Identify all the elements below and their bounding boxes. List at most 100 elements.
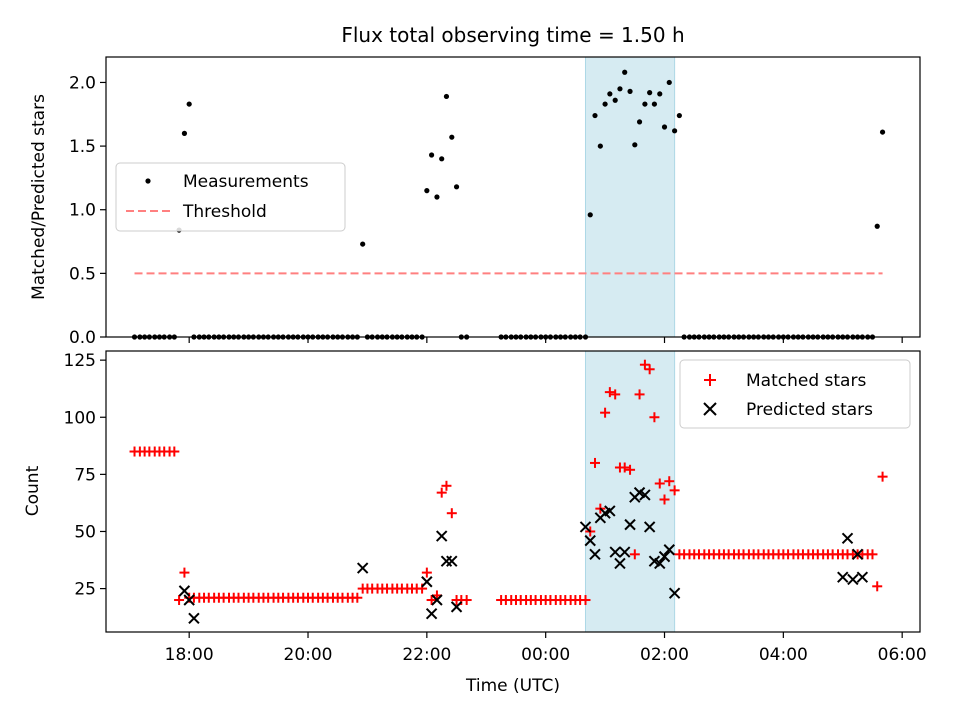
measurement-point: [820, 334, 826, 340]
measurement-point: [369, 334, 375, 340]
measurement-point: [706, 334, 712, 340]
predicted-star-point: [604, 505, 616, 517]
bottom-x-tick-label: 20:00: [284, 645, 333, 665]
measurement-point: [547, 334, 554, 340]
bottom-legend: Matched stars Predicted stars: [679, 359, 911, 429]
measurement-point: [508, 334, 514, 340]
measurement-point: [360, 241, 366, 247]
predicted-star-point: [624, 518, 636, 531]
matched-star-point: [867, 549, 878, 560]
measurement-point: [761, 334, 767, 340]
top-y-tick-label: 0.0: [69, 328, 96, 348]
measurement-point: [740, 334, 747, 340]
measurement-point: [196, 334, 202, 340]
matched-star-point: [352, 592, 363, 603]
matched-star-point: [669, 485, 680, 496]
matched-star-point: [600, 407, 611, 418]
measurements-layer: [131, 69, 886, 340]
legend-predicted-marker: [703, 402, 717, 416]
predicted-star-point: [639, 489, 651, 501]
bottom-panel: 25 50 75 100 125 18:00 20:00 22:00 00:00 02:00 04…: [23, 350, 927, 696]
measurement-point: [874, 223, 880, 229]
measurement-point: [568, 334, 574, 340]
predicted-star-point: [609, 546, 621, 558]
matched-star-point: [644, 364, 655, 375]
measurement-point: [206, 334, 212, 340]
predicted-star-point: [847, 573, 859, 586]
measurement-point: [399, 334, 405, 340]
top-panel: Flux total observing time = 1.50 h 0.00.…: [29, 23, 921, 348]
measurement-point: [221, 334, 227, 340]
measurement-point: [439, 156, 445, 162]
measurement-point: [830, 334, 836, 340]
measurement-point: [275, 334, 281, 340]
matched-stars-layer: [129, 359, 888, 606]
predicted-star-point: [841, 532, 854, 545]
measurement-point: [681, 334, 687, 340]
measurement-point: [597, 143, 603, 149]
measurement-point: [518, 334, 524, 340]
measurement-point: [330, 334, 336, 340]
measurement-point: [869, 334, 876, 340]
measurement-point: [528, 334, 534, 340]
measurement-point: [374, 334, 381, 340]
measurement-point: [855, 334, 861, 340]
measurement-point: [364, 334, 371, 340]
measurement-point: [152, 334, 158, 340]
matched-star-point: [441, 480, 452, 491]
bottom-x-tick-label: 06:00: [878, 645, 927, 665]
measurement-point: [577, 334, 583, 340]
measurement-point: [216, 334, 222, 340]
measurement-point: [379, 334, 385, 340]
measurement-point: [325, 334, 331, 340]
matched-star-point: [872, 581, 883, 592]
top-y-axis: 0.0 0.5 1.0 1.5 2.0: [69, 73, 106, 348]
predicted-star-point: [356, 562, 369, 574]
matched-star-point: [446, 508, 457, 519]
top-highlight-layer: [584, 56, 676, 338]
predicted-star-point: [851, 548, 864, 561]
measurement-point: [146, 334, 152, 340]
matched-star-point: [634, 389, 645, 400]
bottom-y-tick-label: 50: [74, 522, 96, 542]
matched-star-point: [610, 389, 621, 400]
measurement-point: [835, 334, 841, 340]
measurement-point: [859, 334, 865, 340]
measurement-point: [691, 334, 697, 340]
measurement-point: [765, 334, 772, 340]
measurement-point: [701, 334, 707, 340]
predicted-star-point: [421, 576, 433, 588]
top-legend-box: [115, 162, 346, 232]
measurement-point: [429, 152, 435, 158]
measurement-point: [696, 334, 702, 340]
measurement-point: [543, 334, 549, 340]
measurement-point: [171, 334, 177, 340]
measurement-point: [532, 334, 539, 340]
legend-measurements-marker: [145, 178, 151, 184]
measurement-point: [721, 334, 727, 340]
bottom-x-axis: 18:00 20:00 22:00 00:00 02:00 04:00 06:00: [165, 632, 927, 665]
measurement-point: [815, 334, 821, 340]
measurement-point: [775, 334, 782, 340]
predicted-star-point: [178, 585, 191, 597]
measurement-point: [280, 334, 286, 340]
measurement-point: [384, 334, 390, 340]
matched-star-point: [436, 487, 447, 498]
predicted-star-point: [450, 601, 463, 613]
top-y-tick-label: 1.0: [69, 201, 96, 221]
measurement-point: [553, 334, 559, 340]
measurement-point: [241, 334, 247, 340]
measurement-point: [404, 334, 410, 340]
measurement-point: [572, 334, 578, 340]
predicted-star-point: [618, 546, 631, 558]
measurement-point: [443, 93, 450, 100]
matched-star-point: [649, 412, 660, 423]
matched-star-point: [426, 595, 437, 606]
legend-threshold-label: Threshold: [182, 202, 267, 222]
measurement-point: [844, 334, 851, 340]
measurement-point: [785, 334, 791, 340]
bottom-y-tick-label: 100: [64, 408, 96, 428]
measurement-point: [592, 112, 598, 119]
measurement-point: [711, 334, 717, 340]
bottom-x-tick-label: 00:00: [521, 645, 570, 665]
